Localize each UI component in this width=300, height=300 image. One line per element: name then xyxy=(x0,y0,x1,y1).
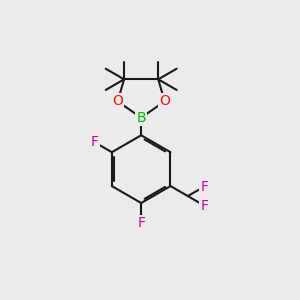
Text: F: F xyxy=(91,135,98,149)
Text: O: O xyxy=(112,94,123,108)
Text: B: B xyxy=(136,111,146,124)
Text: F: F xyxy=(137,216,145,230)
Text: O: O xyxy=(159,94,170,108)
Text: F: F xyxy=(200,199,208,213)
Text: F: F xyxy=(200,179,208,194)
